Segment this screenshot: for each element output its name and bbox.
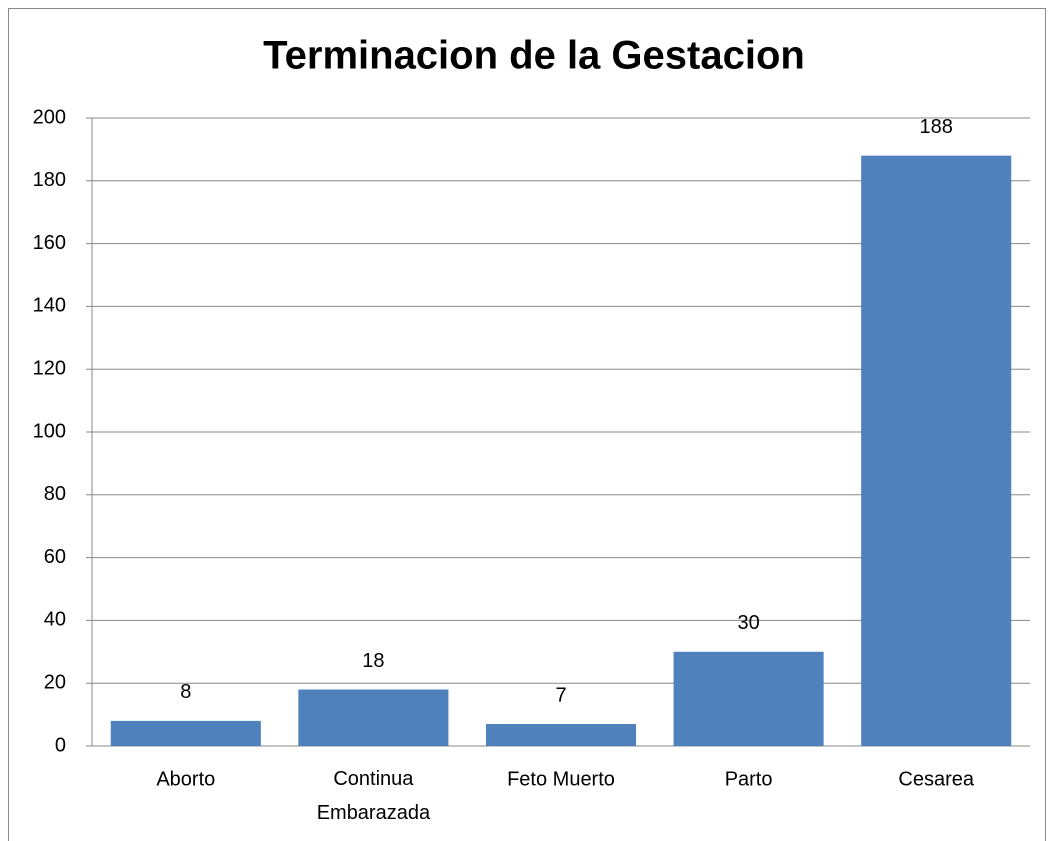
y-tick-label: 200 [33, 106, 66, 128]
y-tick-label: 100 [33, 420, 66, 442]
y-tick-label: 120 [33, 357, 66, 379]
chart-title: Terminacion de la Gestacion [263, 34, 805, 78]
data-label: 8 [180, 681, 191, 703]
y-tick-label: 20 [44, 671, 66, 693]
x-tick-label: Aborto [156, 768, 215, 790]
y-tick-label: 80 [44, 483, 66, 505]
y-tick-label: 180 [33, 169, 66, 191]
y-tick-label: 40 [44, 609, 66, 631]
bar [861, 155, 1012, 746]
y-tick-label: 160 [33, 232, 66, 254]
bar [485, 724, 637, 746]
data-label: 188 [920, 116, 953, 138]
data-label: 7 [555, 684, 566, 706]
x-tick-label: Continua Embarazada [317, 768, 431, 824]
bar [110, 720, 261, 746]
x-tick-label: Cesarea [898, 768, 974, 790]
x-tick-label: Parto [725, 768, 773, 790]
y-tick-label: 0 [55, 734, 66, 756]
x-tick-label: Feto Muerto [507, 768, 615, 790]
data-label: 18 [362, 650, 384, 672]
bar [298, 689, 449, 746]
data-label: 30 [737, 612, 759, 634]
y-tick-label: 60 [44, 546, 66, 568]
y-tick-label: 140 [33, 295, 66, 317]
bar [673, 651, 824, 746]
